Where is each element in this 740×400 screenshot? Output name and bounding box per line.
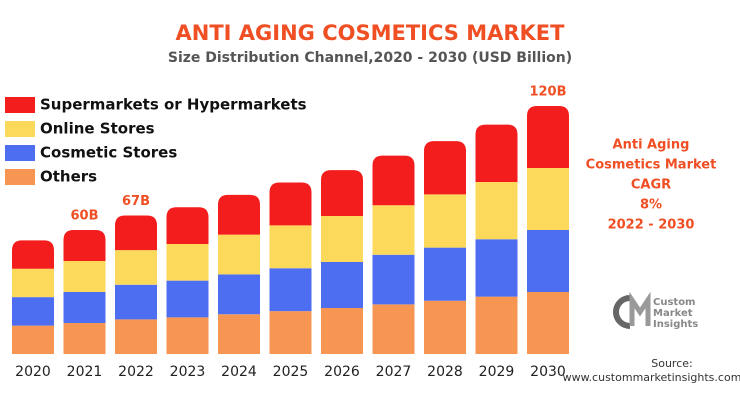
x-tick-label: 2025 xyxy=(273,364,309,380)
logo-c xyxy=(613,295,631,329)
bar-segment xyxy=(115,215,157,251)
bar-segment xyxy=(166,207,209,244)
bar-segment xyxy=(12,268,54,298)
total-label: 60B xyxy=(71,209,99,224)
bar-segment xyxy=(321,262,363,309)
bar-segment xyxy=(372,304,415,354)
x-tick-label: 2021 xyxy=(67,364,103,380)
legend-label: Supermarkets or Hypermarkets xyxy=(40,96,307,114)
side-note: 8% xyxy=(640,198,662,213)
bar-segment xyxy=(115,250,157,285)
bar-segment xyxy=(269,268,312,312)
x-tick-label: 2027 xyxy=(376,364,412,380)
bar-segment xyxy=(63,261,106,292)
x-tick-label: 2026 xyxy=(324,364,360,380)
bar-segment xyxy=(321,308,363,354)
source-text: Source: xyxy=(651,357,693,370)
bar-segment xyxy=(372,205,415,255)
legend-label: Cosmetic Stores xyxy=(40,144,177,162)
legend-swatch xyxy=(5,121,35,137)
bar-segment xyxy=(424,300,466,354)
x-tick-label: 2023 xyxy=(170,364,206,380)
bar-segment xyxy=(218,234,260,275)
legend-swatch xyxy=(5,145,35,161)
bar-segment xyxy=(424,194,466,248)
bar-segment xyxy=(218,274,260,315)
logo-text: Custom xyxy=(653,297,695,308)
bar-segment xyxy=(269,182,312,226)
bar-segment xyxy=(372,254,415,305)
legend-swatch xyxy=(5,97,35,113)
x-tick-label: 2029 xyxy=(479,364,515,380)
side-note: 2022 - 2030 xyxy=(608,218,695,233)
x-tick-label: 2024 xyxy=(221,364,257,380)
bar-segment xyxy=(166,317,209,354)
bar-segment xyxy=(321,170,363,217)
x-tick-label: 2028 xyxy=(427,364,463,380)
bar-segment xyxy=(115,284,157,320)
bar-segment xyxy=(166,280,209,318)
logo-icon xyxy=(613,291,651,329)
total-label: 120B xyxy=(529,85,566,100)
bar-segment xyxy=(63,323,106,354)
bar-segment xyxy=(12,240,54,269)
legend-label: Others xyxy=(40,168,97,186)
bar-segment xyxy=(12,297,54,326)
x-tick-label: 2020 xyxy=(15,364,51,380)
legend-swatch xyxy=(5,169,35,185)
bar-segment xyxy=(218,194,260,235)
x-tick-label: 2030 xyxy=(530,364,566,380)
source-text: www.custommarketinsights.com xyxy=(563,371,740,384)
legend-label: Online Stores xyxy=(40,120,155,138)
bar-segment xyxy=(527,106,569,168)
bar-segment xyxy=(424,141,466,195)
side-note: Cosmetics Market xyxy=(586,158,717,173)
bar-segment xyxy=(63,230,106,261)
side-note: CAGR xyxy=(631,178,671,193)
total-label: 67B xyxy=(122,194,150,209)
bar-segment xyxy=(475,296,518,354)
bar-segment xyxy=(475,239,518,297)
chart-subtitle: Size Distribution Channel,2020 - 2030 (U… xyxy=(168,50,572,66)
bar-segment xyxy=(166,243,209,281)
bar-segment xyxy=(527,230,569,292)
logo-text: Insights xyxy=(653,319,698,330)
bar-segment xyxy=(372,155,415,206)
bar-segment xyxy=(115,319,157,354)
bar-segment xyxy=(527,168,569,230)
bar-segment xyxy=(475,181,518,240)
bar-segment xyxy=(269,225,312,269)
bar-segment xyxy=(475,124,518,182)
bar-segment xyxy=(218,314,260,354)
bar-segment xyxy=(269,311,312,354)
bar-segment xyxy=(63,292,106,323)
bar-segment xyxy=(12,325,54,354)
logo-text: Market xyxy=(653,308,693,319)
side-note: Anti Aging xyxy=(613,138,690,153)
bar-segment xyxy=(527,292,569,354)
bar-segment xyxy=(424,247,466,301)
x-tick-label: 2022 xyxy=(118,364,154,380)
bar-segment xyxy=(321,216,363,263)
logo-m xyxy=(629,291,651,326)
chart-title: ANTI AGING COSMETICS MARKET xyxy=(176,21,566,45)
